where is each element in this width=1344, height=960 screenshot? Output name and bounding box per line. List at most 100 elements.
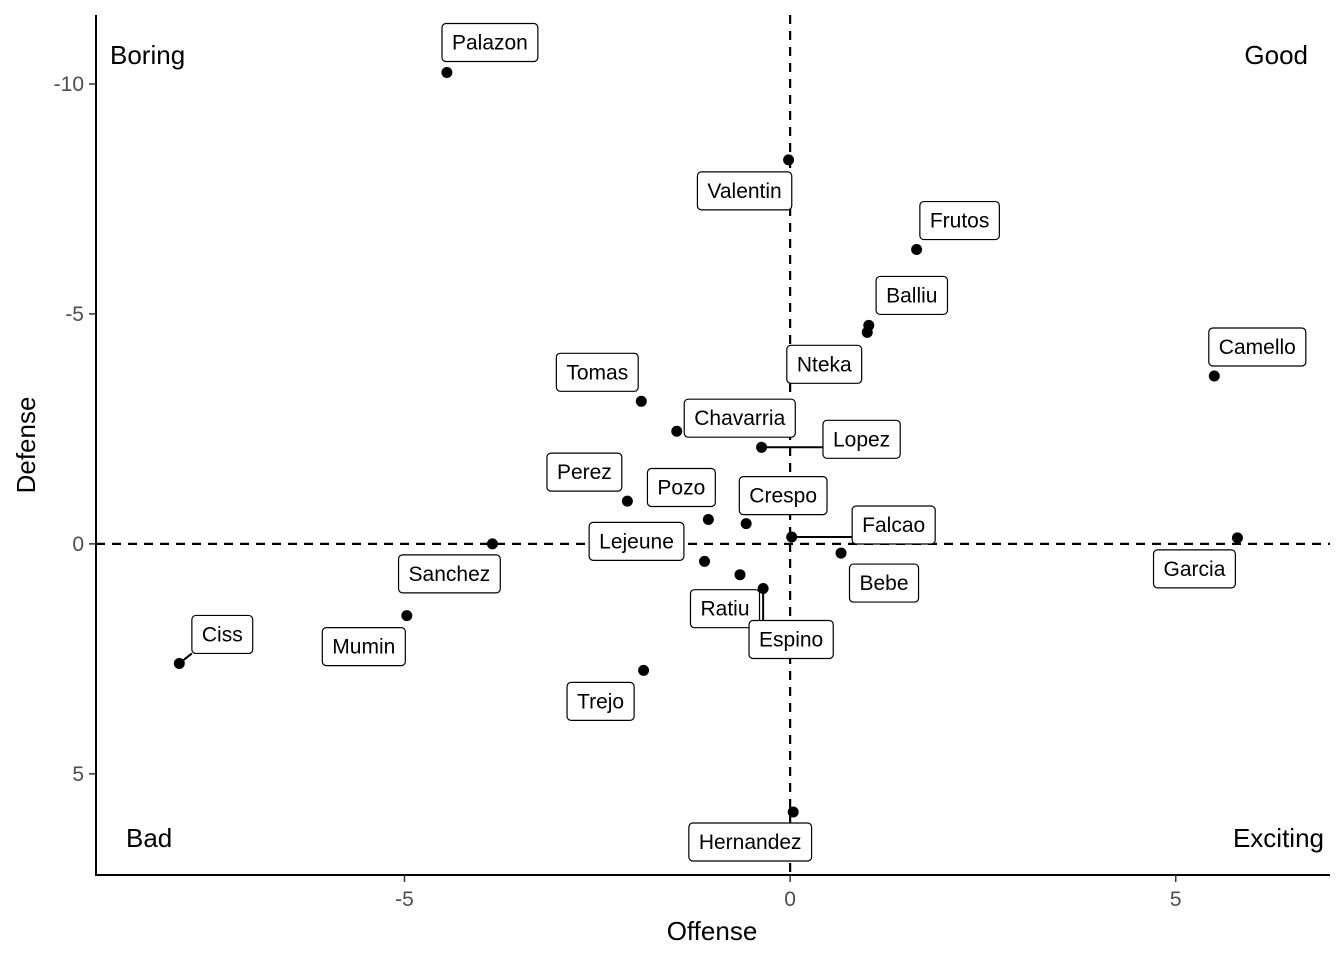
y-tick-label: -5	[65, 303, 84, 326]
point-chavarria	[671, 425, 683, 437]
point-lopez	[756, 441, 768, 453]
label-text: Chavarria	[694, 407, 785, 430]
label-palazon: Palazon	[441, 22, 539, 63]
ticks: -5 0 5 -10 -5 0 5	[54, 73, 1182, 911]
label-box	[689, 589, 761, 629]
quadrant-label-top-right: Good	[1244, 40, 1308, 70]
label-text: Espino	[759, 628, 823, 651]
label-text: Falcao	[862, 514, 925, 537]
label-text: Tomas	[566, 361, 628, 384]
label-ciss: Ciss	[191, 614, 254, 655]
reference-lines	[96, 15, 1330, 875]
label-text: Perez	[557, 461, 612, 484]
y-tick-label: 5	[72, 763, 84, 786]
label-box	[919, 200, 1000, 241]
point-bebe	[835, 547, 847, 559]
label-text: Sanchez	[409, 563, 491, 586]
point-pozo	[702, 514, 714, 526]
label-camello: Camello	[1208, 327, 1307, 367]
label-trejo: Trejo	[566, 681, 635, 721]
point-nteka	[861, 326, 873, 338]
label-text: Ratiu	[700, 598, 749, 621]
label-text: Trejo	[577, 690, 624, 713]
label-text: Mumin	[332, 636, 395, 659]
label-chavarria: Chavarria	[683, 398, 796, 438]
label-sanchez: Sanchez	[397, 554, 501, 594]
point-tomas	[635, 395, 647, 407]
quadrant-labels: Boring Good Bad Exciting	[110, 40, 1324, 853]
y-tick-label: -10	[54, 73, 84, 96]
label-box	[321, 627, 406, 667]
label-text: Bebe	[860, 572, 909, 595]
label-text: Ciss	[202, 623, 243, 646]
label-box	[191, 614, 254, 655]
label-tomas: Tomas	[555, 352, 639, 392]
axes	[95, 15, 1330, 876]
label-hernandez: Hernandez	[688, 822, 813, 862]
point-espino	[757, 582, 769, 594]
label-frutos: Frutos	[919, 200, 1000, 241]
x-tick-label: 0	[784, 888, 796, 911]
label-lopez: Lopez	[822, 419, 901, 459]
point-hernandez	[787, 806, 799, 818]
point-frutos	[911, 244, 923, 256]
quadrant-label-top-left: Boring	[110, 40, 185, 70]
x-tick-label: 5	[1170, 888, 1182, 911]
quadrant-label-bottom-right: Exciting	[1233, 823, 1324, 853]
label-text: Lopez	[833, 428, 890, 451]
point-ratiu	[734, 569, 746, 581]
label-perez: Perez	[546, 452, 623, 492]
point-camello	[1208, 370, 1220, 382]
label-box	[786, 344, 863, 384]
label-box	[688, 822, 813, 862]
label-crespo: Crespo	[738, 476, 828, 516]
label-box	[566, 681, 635, 721]
x-tick-label: -5	[395, 888, 414, 911]
label-ratiu: Ratiu	[689, 589, 761, 629]
label-pozo: Pozo	[646, 467, 716, 508]
label-box	[738, 476, 828, 516]
point-sanchez	[486, 538, 498, 550]
label-nteka: Nteka	[786, 344, 863, 384]
label-text: Crespo	[749, 485, 817, 508]
point-trejo	[638, 664, 650, 676]
label-balliu: Balliu	[875, 275, 949, 316]
label-mumin: Mumin	[321, 627, 406, 667]
label-box	[1208, 327, 1307, 367]
label-box	[822, 419, 901, 459]
label-lejeune: Lejeune	[588, 521, 685, 561]
point-garcia	[1231, 532, 1243, 544]
label-falcao: Falcao	[851, 505, 936, 545]
point-mumin	[401, 610, 413, 622]
label-text: Nteka	[797, 353, 852, 376]
y-tick-label: 0	[72, 533, 84, 556]
label-box	[683, 398, 796, 438]
x-axis-title: Offense	[667, 916, 758, 946]
label-box	[851, 505, 936, 545]
point-lejeune	[699, 555, 711, 567]
label-text: Garcia	[1164, 558, 1226, 581]
label-text: Valentin	[707, 180, 781, 203]
label-text: Frutos	[930, 210, 990, 233]
label-text: Pozo	[657, 477, 705, 500]
point-perez	[621, 495, 633, 507]
label-box	[875, 275, 949, 316]
label-text: Palazon	[452, 31, 528, 54]
point-falcao	[786, 531, 798, 543]
label-text: Lejeune	[599, 530, 674, 553]
label-box	[696, 171, 793, 211]
label-box	[555, 352, 639, 392]
label-box	[397, 554, 501, 594]
label-bebe: Bebe	[848, 563, 920, 603]
label-garcia: Garcia	[1152, 549, 1236, 589]
label-box	[848, 563, 920, 603]
point-labels: Palazon Valentin Frutos Balliu Nteka Camello T…	[191, 22, 1307, 862]
point-ciss	[173, 657, 185, 669]
label-box	[1152, 549, 1236, 589]
quadrant-label-bottom-left: Bad	[126, 823, 172, 853]
label-box	[441, 22, 539, 63]
point-palazon	[441, 66, 453, 78]
point-valentin	[783, 154, 795, 166]
label-box	[588, 521, 685, 561]
